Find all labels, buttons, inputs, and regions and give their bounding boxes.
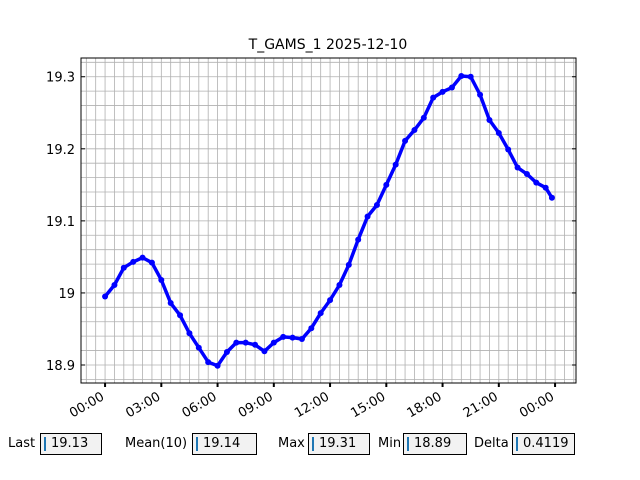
data-point: [186, 330, 193, 337]
data-point: [214, 362, 221, 369]
control-label: Last: [8, 436, 36, 451]
data-point: [514, 164, 521, 171]
x-tick-label: 00:00: [517, 389, 557, 421]
data-point: [533, 179, 540, 186]
data-point: [364, 213, 371, 220]
x-tick-label: 15:00: [348, 389, 388, 421]
data-point: [280, 333, 287, 340]
data-point: [261, 348, 268, 355]
control-label: Delta: [474, 436, 509, 451]
data-point: [467, 73, 474, 80]
x-tick-label: 03:00: [123, 389, 163, 421]
x-tick-label: 09:00: [236, 389, 276, 421]
data-point: [486, 116, 493, 123]
chart-title: T_GAMS_1 2025-12-10: [248, 37, 408, 53]
data-point: [139, 254, 146, 261]
x-tick-label: 12:00: [292, 389, 332, 421]
data-point: [195, 344, 202, 351]
text-box[interactable]: 18.89: [403, 433, 467, 455]
data-point: [505, 146, 512, 153]
data-point: [308, 325, 315, 332]
y-tick-label: 19.2: [46, 143, 75, 158]
data-point: [420, 114, 427, 121]
data-point: [111, 281, 118, 288]
data-point: [120, 264, 127, 271]
control-label: Min: [378, 436, 402, 451]
data-point: [477, 91, 484, 98]
data-point: [495, 129, 502, 136]
y-tick-label: 19: [58, 287, 75, 302]
data-point: [233, 339, 240, 346]
data-point: [298, 336, 305, 343]
data-point: [336, 281, 343, 288]
x-tick-label: 21:00: [461, 389, 501, 421]
data-point: [130, 258, 137, 265]
data-point: [158, 276, 165, 283]
control-label: Max: [278, 436, 305, 451]
x-tick-label: 18:00: [405, 389, 445, 421]
chart: T_GAMS_1 2025-12-10 18.9 19 19.1 19.2 19.3 00…: [46, 37, 577, 421]
x-tick-label: 00:00: [67, 389, 107, 421]
data-point: [167, 300, 174, 307]
data-point: [383, 181, 390, 188]
control-label: Mean(10): [125, 436, 188, 451]
data-point: [355, 236, 362, 243]
data-point: [392, 161, 399, 168]
data-point: [430, 94, 437, 101]
data-point: [327, 297, 334, 304]
data-point: [548, 194, 555, 201]
data-point: [270, 339, 277, 346]
text-box[interactable]: 19.13: [40, 433, 102, 455]
data-point: [205, 359, 212, 366]
text-box[interactable]: 19.14: [192, 433, 257, 455]
data-point: [252, 341, 259, 348]
x-tick-label: 06:00: [180, 389, 220, 421]
data-point: [542, 184, 549, 191]
data-point: [345, 261, 352, 268]
y-tick-label: 18.9: [46, 359, 75, 374]
y-tick-label: 19.1: [46, 215, 75, 230]
data-point: [448, 84, 455, 91]
data-point: [373, 202, 380, 209]
data-point: [223, 349, 230, 356]
data-point: [458, 73, 465, 80]
data-point: [242, 339, 249, 346]
data-point: [523, 171, 530, 178]
data-point: [289, 334, 296, 341]
y-tick-label: 19.3: [46, 71, 75, 86]
data-point: [411, 127, 418, 134]
data-point: [439, 88, 446, 95]
data-point: [402, 137, 409, 144]
data-point: [317, 310, 324, 317]
data-point: [102, 293, 109, 300]
data-point: [148, 259, 155, 266]
text-box[interactable]: 19.31: [308, 433, 370, 455]
text-box[interactable]: 0.4119: [512, 433, 575, 455]
data-point: [177, 312, 184, 319]
